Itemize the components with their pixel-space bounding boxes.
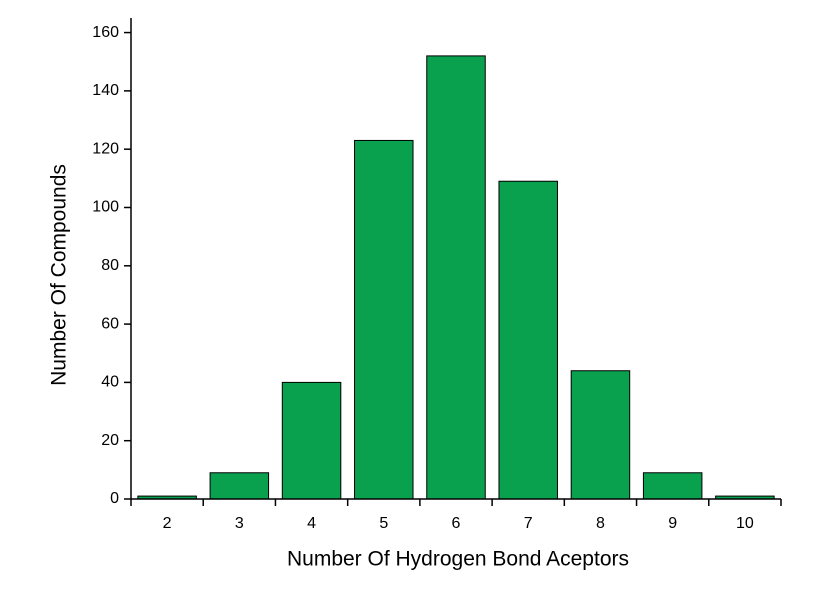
y-tick-label: 140 bbox=[92, 82, 119, 99]
bar bbox=[642, 472, 703, 500]
bar bbox=[498, 180, 558, 500]
x-tick-label: 7 bbox=[524, 515, 533, 532]
x-axis-label: Number Of Hydrogen Bond Aceptors bbox=[287, 548, 629, 571]
x-tick-label: 2 bbox=[163, 515, 172, 532]
x-tick-label: 8 bbox=[596, 515, 605, 532]
bar bbox=[570, 370, 631, 500]
y-tick-label: 80 bbox=[101, 257, 119, 274]
bar bbox=[281, 381, 342, 500]
x-tick-label: 3 bbox=[235, 515, 244, 532]
y-tick-label: 120 bbox=[92, 140, 119, 157]
y-axis-label: Number Of Compounds bbox=[48, 164, 71, 386]
bar bbox=[354, 139, 414, 500]
x-tick-label: 10 bbox=[736, 515, 754, 532]
x-tick-label: 5 bbox=[379, 515, 388, 532]
bar bbox=[426, 55, 486, 500]
x-tick-label: 4 bbox=[307, 515, 316, 532]
y-tick-label: 160 bbox=[92, 24, 119, 41]
y-tick-label: 20 bbox=[101, 432, 119, 449]
y-tick-label: 60 bbox=[101, 315, 119, 332]
y-tick-label: 100 bbox=[92, 199, 119, 216]
x-tick-label: 6 bbox=[452, 515, 461, 532]
y-tick-label: 0 bbox=[110, 490, 119, 507]
x-tick-label: 9 bbox=[668, 515, 677, 532]
y-tick-label: 40 bbox=[101, 374, 119, 391]
bar bbox=[209, 472, 270, 500]
